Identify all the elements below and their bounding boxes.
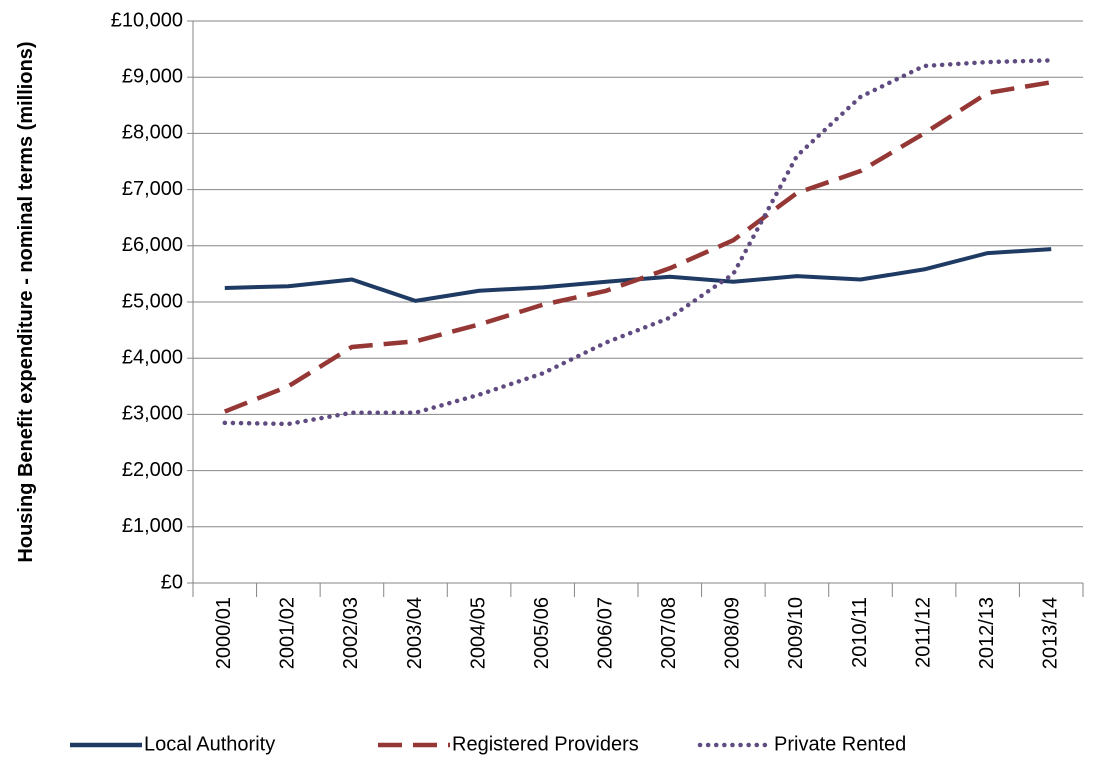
legend-label: Registered Providers <box>452 733 639 755</box>
y-tick-label: £4,000 <box>122 346 183 368</box>
x-tick-label: 2008/09 <box>722 597 744 669</box>
x-tick-label: 2013/14 <box>1039 597 1061 669</box>
x-tick-label: 2010/11 <box>849 597 871 668</box>
x-tick-label: 2004/05 <box>467 597 489 669</box>
y-tick-label: £5,000 <box>122 290 183 312</box>
series-line <box>223 80 1052 414</box>
y-tick-label: £2,000 <box>122 459 183 481</box>
x-tick-label: 2009/10 <box>785 597 807 669</box>
series-line <box>224 247 1052 303</box>
x-tick-label: 2000/01 <box>213 597 235 669</box>
y-axis-label: Housing Benefit expenditure - nominal te… <box>15 41 37 563</box>
x-tick-label: 2002/03 <box>340 597 362 669</box>
legend-label: Private Rented <box>774 733 906 755</box>
x-tick-label: 2003/04 <box>404 597 426 669</box>
y-tick-label: £10,000 <box>111 9 183 31</box>
x-tick-label: 2012/13 <box>976 597 998 669</box>
y-tick-label: £8,000 <box>122 122 183 144</box>
x-tick-label: 2001/02 <box>277 597 299 669</box>
y-tick-label: £1,000 <box>122 515 183 537</box>
y-tick-label: £9,000 <box>122 65 183 87</box>
x-tick-label: 2006/07 <box>594 597 616 669</box>
x-tick-label: 2005/06 <box>531 597 553 669</box>
series-line <box>222 58 1054 427</box>
x-tick-label: 2011/12 <box>912 597 934 668</box>
y-tick-label: £3,000 <box>122 403 183 425</box>
y-tick-label: £7,000 <box>122 178 183 200</box>
x-tick-label: 2007/08 <box>658 597 680 669</box>
legend-label: Local Authority <box>144 733 275 755</box>
y-tick-label: £0 <box>161 571 183 593</box>
y-tick-label: £6,000 <box>122 234 183 256</box>
